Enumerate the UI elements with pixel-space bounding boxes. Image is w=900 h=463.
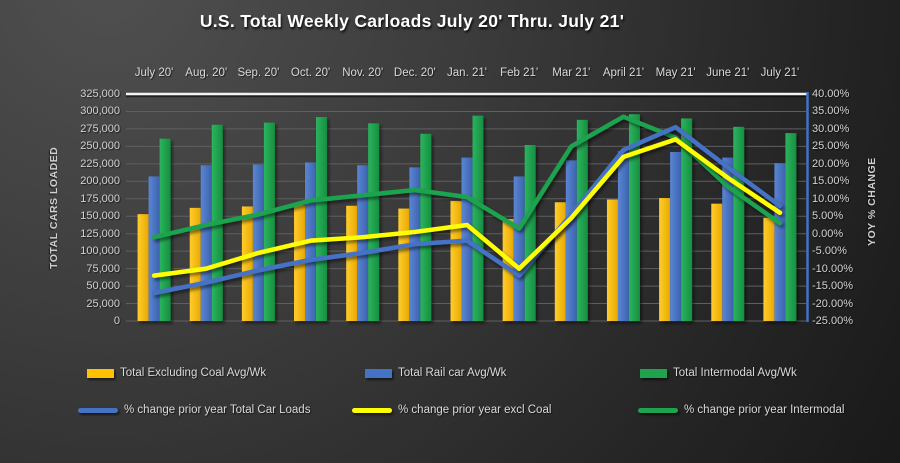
legend-label: % change prior year Intermodal <box>684 404 845 416</box>
x-axis-label: July 21' <box>760 67 800 79</box>
legend-label: % change prior year excl Coal <box>398 404 552 416</box>
y-axis-tick-left: 325,000 <box>80 88 120 100</box>
legend-item-5[interactable]: % change prior year excl Coal <box>352 404 551 416</box>
y-axis-tick-left: 0 <box>113 315 120 327</box>
y-axis-tick-right: 35.00% <box>812 105 850 118</box>
legend-swatch-line <box>638 407 678 413</box>
y-axis-tick-left: 275,000 <box>80 122 120 135</box>
y-axis-tick-right: 30.00% <box>812 122 850 135</box>
legend-label: Total Intermodal Avg/Wk <box>673 367 797 379</box>
legend-label: Total Excluding Coal Avg/Wk <box>120 367 267 379</box>
legend-item-4[interactable]: % change prior year Total Car Loads <box>78 404 310 416</box>
y-axis-tick-right: 25.00% <box>812 140 850 153</box>
line-series-group[interactable] <box>151 114 783 296</box>
x-axis-label: July 20' <box>134 67 174 79</box>
legend-item-2[interactable]: Total Rail car Avg/Wk <box>365 367 506 379</box>
y-axis-tick-right: -5.00% <box>812 245 847 258</box>
y-axis-tick-left: 225,000 <box>80 157 120 170</box>
y-axis-tick-right: -10.00% <box>812 262 853 275</box>
legend-swatch-bar <box>640 368 667 378</box>
y-axis-tick-left: 250,000 <box>80 140 120 153</box>
x-axis-label: Oct. 20' <box>290 67 331 79</box>
y-axis-tick-left: 50,000 <box>86 280 120 293</box>
y-axis-tick-left: 100,000 <box>80 245 120 258</box>
y-axis-tick-right: -25.00% <box>812 315 853 327</box>
legend-swatch-line <box>78 407 118 413</box>
x-axis-label: Sep. 20' <box>237 67 280 79</box>
line-series-2[interactable] <box>151 137 783 278</box>
y-axis-tick-left: 25,000 <box>86 297 120 310</box>
x-axis-label: Aug. 20' <box>185 67 228 79</box>
y-axis-tick-left: 150,000 <box>80 210 120 223</box>
line-series-1[interactable] <box>151 124 783 296</box>
x-axis-label: May 21' <box>655 67 696 79</box>
legend-swatch-bar <box>365 368 392 378</box>
x-axis-label: Nov. 20' <box>342 67 384 79</box>
legend-item-6[interactable]: % change prior year Intermodal <box>638 404 844 416</box>
legend-item-3[interactable]: Total Intermodal Avg/Wk <box>640 367 797 379</box>
x-axis-label: Feb 21' <box>500 67 539 79</box>
legend-swatch-line <box>352 407 392 413</box>
y-axis-tick-right: 20.00% <box>812 157 850 170</box>
legend-label: Total Rail car Avg/Wk <box>398 367 507 379</box>
y-axis-tick-right: 15.00% <box>812 175 850 188</box>
y-axis-tick-right: 5.00% <box>812 210 844 223</box>
y-axis-tick-left: 200,000 <box>80 175 120 188</box>
legend-label: % change prior year Total Car Loads <box>124 404 311 416</box>
y-axis-tick-right: 40.00% <box>812 88 850 100</box>
legend-item-1[interactable]: Total Excluding Coal Avg/Wk <box>87 367 266 379</box>
y-axis-tick-right: -15.00% <box>812 280 853 293</box>
x-axis-label: Dec. 20' <box>393 67 436 79</box>
y-axis-tick-left: 75,000 <box>86 262 120 275</box>
y-axis-tick-left: 175,000 <box>80 192 120 205</box>
chart-title[interactable]: U.S. Total Weekly Carloads July 20' Thru… <box>199 11 625 31</box>
y-axis-tick-right: 0.00% <box>812 227 844 240</box>
y-axis-tick-left: 125,000 <box>80 227 120 240</box>
y-axis-tick-right: 10.00% <box>812 192 850 205</box>
x-axis-label: June 21' <box>706 67 750 79</box>
y-axis-tick-left: 300,000 <box>80 105 120 118</box>
x-axis-label: Mar 21' <box>552 67 591 79</box>
y-axis-tick-right: -20.00% <box>812 297 853 310</box>
x-axis-label: April 21' <box>602 67 645 79</box>
legend-swatch-bar <box>87 368 114 378</box>
x-axis-label: Jan. 21' <box>447 67 487 79</box>
